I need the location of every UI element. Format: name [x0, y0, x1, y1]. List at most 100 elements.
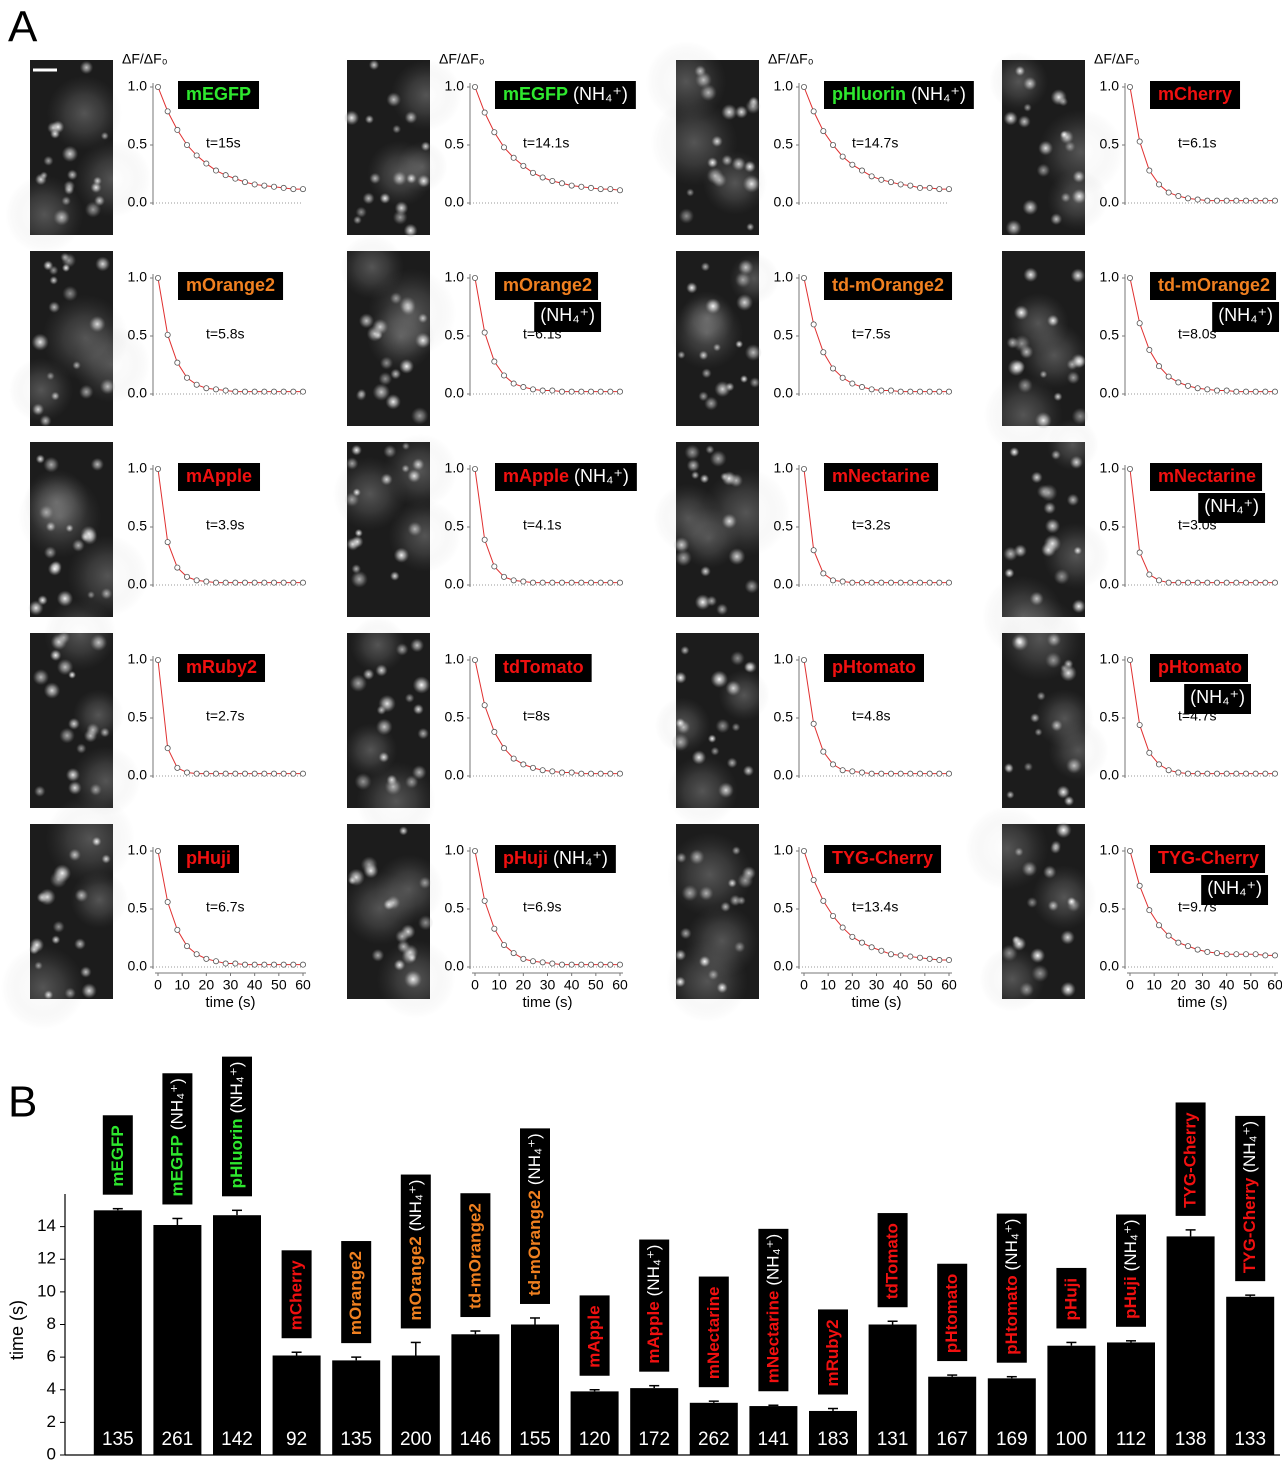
- time-constant: t=4.1s: [523, 517, 562, 533]
- micrograph-spot: [710, 747, 719, 756]
- micrograph-spot: [1004, 111, 1018, 125]
- micrograph-spot: [65, 524, 73, 532]
- data-point: [850, 580, 855, 585]
- data-point: [194, 771, 199, 776]
- micrograph-spot: [372, 383, 390, 401]
- data-point: [937, 389, 942, 394]
- micrograph-spot: [354, 773, 371, 790]
- micrograph-spot: [415, 332, 431, 348]
- data-point: [482, 537, 487, 542]
- micrograph-spot: [39, 889, 56, 906]
- data-point: [1263, 953, 1268, 958]
- micrograph-spot: [1017, 378, 1032, 393]
- data-point: [1224, 771, 1229, 776]
- y-tick-label: 1.0: [445, 842, 465, 858]
- micrograph-haze: [47, 76, 122, 151]
- micrograph-spot: [675, 718, 685, 728]
- protein-label: pHtomato: [832, 657, 916, 677]
- y-tick-label: 1.0: [445, 460, 465, 476]
- micrograph-spot: [417, 174, 430, 187]
- y-tick-label: 0.5: [128, 518, 148, 534]
- protein-label: mCherry: [1158, 84, 1232, 104]
- y-tick-label: 10: [37, 1281, 56, 1300]
- category-label: pHluorin(NH₄⁺): [222, 1057, 252, 1197]
- micrograph-spot: [730, 651, 745, 666]
- count-label: 141: [758, 1429, 790, 1450]
- data-point: [879, 948, 884, 953]
- x-tick-label: 60: [1267, 977, 1282, 993]
- protein-label: pHtomato: [1158, 657, 1242, 677]
- data-point: [917, 771, 922, 776]
- x-tick-label: 10: [174, 977, 190, 993]
- category-label: td-mOrange2: [460, 1193, 490, 1317]
- micrograph-spot: [1047, 632, 1061, 646]
- data-point: [1205, 387, 1210, 392]
- category-text: mApple: [585, 1305, 604, 1367]
- y-tick-label: 0.5: [445, 327, 465, 343]
- micrograph-spot: [735, 340, 743, 348]
- y-axis-title: ΔF/ΔF₀: [768, 51, 814, 67]
- data-point: [223, 580, 228, 585]
- category-label: pHuji(NH₄⁺): [1116, 1215, 1146, 1327]
- category-label: mNectarine: [699, 1277, 729, 1388]
- data-point: [937, 186, 942, 191]
- data-point: [859, 168, 864, 173]
- data-point: [850, 769, 855, 774]
- count-label: 200: [400, 1429, 432, 1450]
- micrograph-spot: [743, 765, 754, 776]
- micrograph-spot: [76, 743, 86, 753]
- category-label: mApple: [580, 1295, 610, 1375]
- data-point: [194, 952, 199, 957]
- micrograph-spot: [33, 669, 49, 685]
- micrograph-spot: [707, 167, 724, 184]
- x-tick-label: 0: [1126, 977, 1134, 993]
- data-point: [937, 957, 942, 962]
- y-tick-label: 1.0: [445, 78, 465, 94]
- micrograph: [333, 434, 461, 617]
- micrograph-spot: [385, 778, 402, 795]
- micrograph-spot: [1055, 822, 1071, 838]
- micrograph-spot: [407, 469, 421, 483]
- protein-label: mNectarine: [1158, 466, 1256, 486]
- micrograph-spot: [421, 141, 431, 151]
- micrograph-spot: [1037, 163, 1051, 177]
- micrograph-spot: [67, 169, 78, 180]
- data-point: [617, 580, 622, 585]
- micrograph-spot: [359, 313, 374, 328]
- micrograph-spot: [1051, 840, 1062, 851]
- y-tick-label: 0.0: [774, 767, 794, 783]
- data-point: [898, 953, 903, 958]
- micrograph-spot: [380, 473, 392, 485]
- y-tick-label: 1.0: [774, 78, 794, 94]
- micrograph-spot: [679, 208, 694, 223]
- micrograph: [343, 824, 455, 1018]
- x-tick-label: 50: [588, 977, 604, 993]
- micrograph-spot: [400, 300, 415, 315]
- data-point: [1214, 950, 1219, 955]
- micrograph-spot: [43, 156, 53, 166]
- data-point: [927, 771, 932, 776]
- data-point: [252, 962, 257, 967]
- micrograph-spot: [79, 385, 94, 400]
- data-point: [569, 389, 574, 394]
- x-axis-title: time (s): [1178, 994, 1228, 1011]
- micrograph-spot: [80, 61, 94, 75]
- data-point: [291, 962, 296, 967]
- x-tick-label: 40: [893, 977, 909, 993]
- data-point: [291, 186, 296, 191]
- micrograph-spot: [705, 298, 721, 314]
- data-point: [511, 381, 516, 386]
- data-point: [559, 770, 564, 775]
- micrograph-spot: [727, 757, 738, 768]
- label-suffix: (NH₄⁺): [553, 848, 608, 868]
- y-tick-label: 8: [47, 1314, 56, 1333]
- protein-label: pHuji: [186, 848, 231, 868]
- category-suffix: (NH₄⁺): [1002, 1219, 1021, 1271]
- category-text: pHluorin(NH₄⁺): [227, 1062, 246, 1189]
- data-point: [223, 388, 228, 393]
- data-point: [559, 962, 564, 967]
- micrograph-spot: [59, 728, 75, 744]
- micrograph-spot: [345, 492, 360, 507]
- y-tick-label: 0.5: [774, 518, 794, 534]
- data-point: [165, 899, 170, 904]
